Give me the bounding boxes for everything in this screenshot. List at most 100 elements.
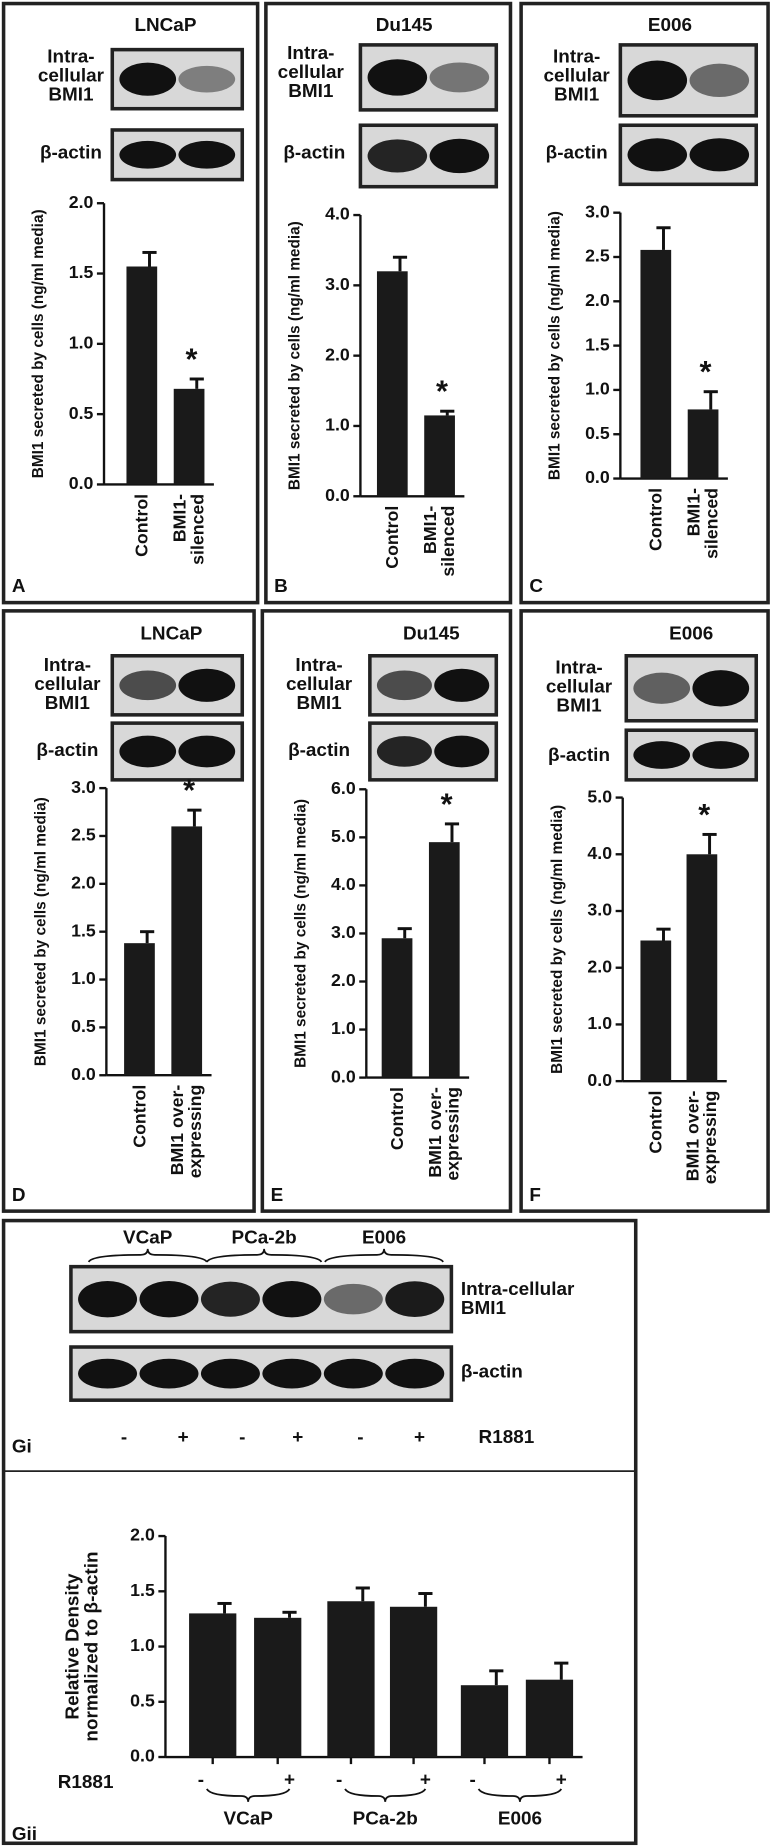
y-axis-label: BMI1 secreted by cells (ng/ml media) (549, 805, 566, 1074)
panel-letter: A (12, 576, 26, 597)
x-tick-label: Control (387, 1087, 408, 1151)
panel-title: LNCaP (134, 15, 196, 36)
blot-band (200, 1281, 260, 1317)
panel-frame (519, 609, 770, 1213)
blot-band (119, 670, 177, 701)
x-tick-label: - (336, 1770, 342, 1791)
y-tick-label: 1.0 (69, 333, 94, 353)
panel-frame (519, 1, 770, 605)
x-tick-label-box: Control (646, 1091, 666, 1154)
significance-marker: * (441, 786, 453, 821)
panel-title: Du145 (376, 15, 433, 36)
blot-band (385, 1281, 445, 1318)
y-tick-label: 4.0 (325, 204, 350, 224)
blot-band (385, 1358, 445, 1389)
lane-label: + (292, 1427, 303, 1448)
panel-letter: E (271, 1185, 284, 1206)
y-tick-label: 5.0 (331, 826, 356, 846)
blot-band (429, 62, 490, 93)
lane-label: - (357, 1427, 363, 1448)
bar (686, 854, 718, 1082)
y-tick-label: 0.0 (71, 1064, 96, 1084)
x-tick-label: BMI1 over- expressing (167, 1084, 206, 1179)
y-tick-label: 0.5 (69, 403, 94, 423)
significance-marker: * (183, 773, 195, 808)
y-tick-label: 1.0 (587, 1013, 612, 1033)
y-tick-label: 4.0 (331, 874, 356, 894)
bar (687, 409, 719, 479)
y-tick-label: 1.5 (585, 334, 610, 354)
blot-band (633, 741, 691, 769)
group-label: VCaP (223, 1809, 272, 1830)
blot-band (178, 735, 236, 768)
y-tick-label: 3.0 (331, 922, 356, 942)
panel-letter: F (529, 1185, 541, 1206)
panel-letter: D (12, 1185, 26, 1206)
blot-label-box: Intra-cellular BMI1 (460, 1279, 575, 1319)
y-tick-label: 0.5 (585, 423, 610, 443)
blot-label: Intra- cellular BMI1 (34, 655, 101, 714)
blot-label: Intra-cellular BMI1 (460, 1279, 575, 1319)
lane-row-label: R1881 (479, 1427, 535, 1448)
y-tick-label: 2.0 (587, 956, 612, 976)
group-brace (344, 1788, 427, 1802)
panel-letter: Gii (12, 1824, 37, 1845)
y-tick-label: 2.0 (585, 290, 610, 310)
blot-band (178, 140, 236, 169)
blot-label-box: β-actin (288, 741, 350, 760)
blot-label-box: β-actin (461, 1363, 523, 1382)
blot-band (689, 63, 750, 98)
bar (124, 943, 155, 1076)
bar (254, 1617, 302, 1758)
y-tick-label: 2.0 (331, 970, 356, 990)
bar (376, 271, 408, 497)
y-tick-label: 2.0 (325, 344, 350, 364)
y-tick-label: 0.0 (585, 467, 610, 487)
y-axis-label-box: Relative Density normalized to β-actin (63, 1551, 102, 1741)
panel-frame (260, 609, 513, 1213)
y-tick-label: 1.0 (331, 1018, 356, 1038)
y-tick-label: 3.0 (71, 777, 96, 797)
y-tick-label: 0.0 (325, 485, 350, 505)
x-tick-label-box: Control (387, 1087, 408, 1151)
x-tick-label: BMI1- silenced (684, 487, 722, 559)
y-axis-label: BMI1 secreted by cells (ng/ml media) (286, 221, 303, 490)
bar (525, 1679, 574, 1758)
y-tick-label: 2.0 (71, 873, 96, 893)
blot-band (434, 668, 490, 702)
blot-label-box: Intra- cellular BMI1 (545, 658, 613, 717)
blot-band (633, 672, 691, 704)
y-tick-label: 2.0 (130, 1525, 155, 1545)
group-brace (206, 1248, 323, 1263)
blot-label: Intra- cellular BMI1 (545, 658, 613, 717)
panel-frame (264, 1, 513, 605)
y-tick-label: 0.5 (130, 1690, 155, 1710)
blot-band (119, 140, 177, 169)
panel-frame (1, 1218, 638, 1846)
significance-marker: * (698, 797, 710, 832)
panel-title: LNCaP (140, 624, 202, 645)
group-brace (87, 1248, 208, 1263)
x-tick-label: Control (129, 1084, 150, 1148)
blot-label-box: Intra- cellular BMI1 (286, 656, 352, 713)
blot-band (434, 735, 490, 768)
bar (460, 1685, 509, 1758)
lane-label: - (239, 1427, 245, 1448)
x-row-label: R1881 (58, 1772, 114, 1793)
blot-band (119, 735, 177, 768)
group-label: PCa-2b (353, 1809, 418, 1830)
panel-frame (1, 1, 260, 605)
blot-label: β-actin (548, 745, 610, 766)
y-tick-label: 0.0 (130, 1746, 155, 1766)
y-tick-label: 1.5 (69, 262, 94, 282)
significance-marker: * (699, 354, 711, 389)
blot-label-box: Intra- cellular BMI1 (38, 48, 104, 105)
panel-letter: C (529, 576, 543, 597)
y-tick-label: 2.0 (69, 192, 94, 212)
blot-band (262, 1358, 322, 1389)
y-tick-label: 0.0 (69, 473, 94, 493)
group-brace (477, 1788, 563, 1802)
blot-band (78, 1358, 138, 1389)
